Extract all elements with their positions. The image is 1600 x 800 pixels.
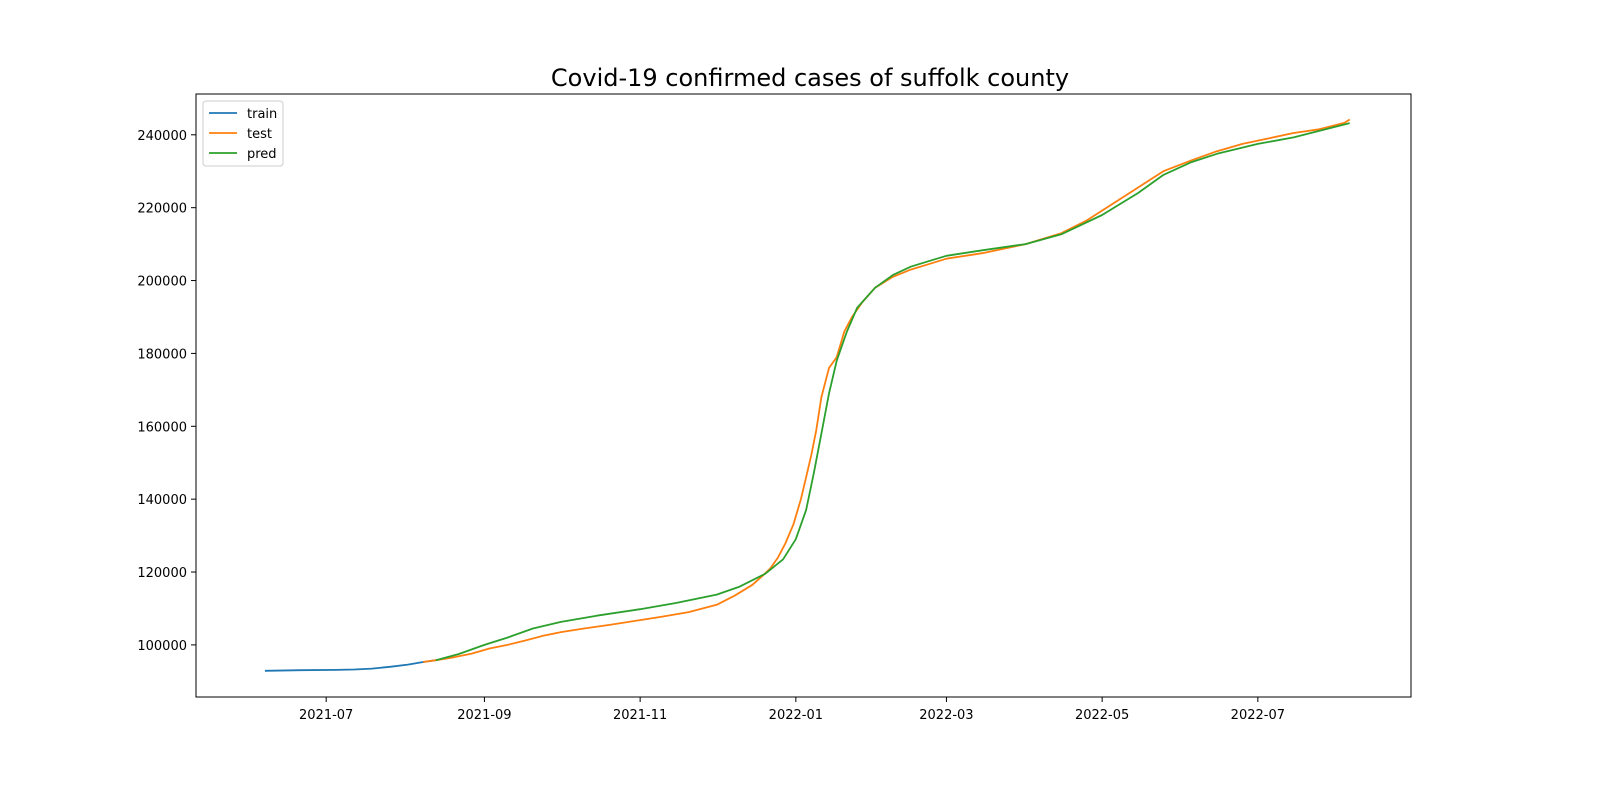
series-layer — [264, 118, 1351, 672]
series-line-train — [264, 659, 437, 672]
x-tick-label: 2021-11 — [613, 708, 667, 723]
x-tick-label: 2022-07 — [1231, 708, 1285, 723]
axis-layer: 2021-07 2021-09 2021-11 2022-01 2022-03 2022-… — [137, 129, 1285, 723]
series-line-pred — [435, 122, 1350, 662]
legend: train test pred — [202, 100, 284, 167]
y-tick-label: 220000 — [137, 202, 187, 217]
y-tick-label: 180000 — [137, 347, 187, 362]
x-tick-label: 2021-07 — [299, 708, 353, 723]
x-tick-label: 2022-03 — [919, 708, 973, 723]
legend-box — [202, 100, 284, 167]
series-line-test — [423, 118, 1351, 663]
chart-title: Covid-19 confirmed cases of suffolk coun… — [551, 64, 1069, 92]
legend-label-test: test — [247, 127, 272, 142]
y-tick-label: 160000 — [137, 420, 187, 435]
plot-area-frame — [195, 93, 1412, 698]
y-tick-label: 100000 — [137, 639, 187, 654]
x-tick-label: 2022-01 — [769, 708, 823, 723]
y-tick-label: 240000 — [137, 129, 187, 144]
y-tick-label: 200000 — [137, 275, 187, 290]
legend-label-train: train — [247, 107, 277, 122]
legend-label-pred: pred — [247, 147, 277, 162]
y-tick-label: 140000 — [137, 493, 187, 508]
x-tick-label: 2021-09 — [457, 708, 511, 723]
y-tick-label: 120000 — [137, 566, 187, 581]
x-tick-label: 2022-05 — [1075, 708, 1129, 723]
